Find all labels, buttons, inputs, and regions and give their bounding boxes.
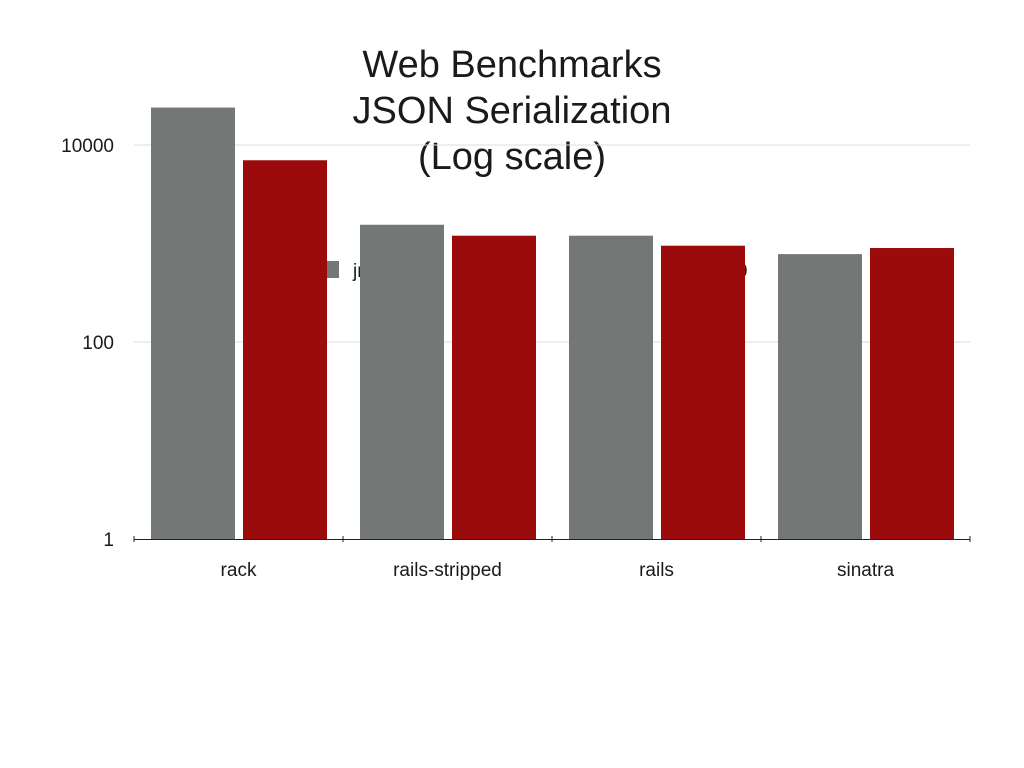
bar-rails-jruby-1-7-8 [569,235,653,539]
chart-title: Web Benchmarks JSON Serialization (Log s… [0,42,1024,180]
y-axis: 1 100 10000 [61,136,114,551]
bar-sinatra-ruby-2-0-0 [870,248,954,539]
y-tick-label: 1 [103,530,114,551]
bar-rack-ruby-2-0-0 [243,160,327,539]
bar-sinatra-jruby-1-7-8 [778,254,862,540]
bar-rails-ruby-2-0-0 [661,245,745,540]
bar-rack-jruby-1-7-8 [151,107,235,539]
x-tick-label: sinatra [837,560,894,581]
y-tick-label: 100 [82,333,114,354]
chart-title-line-1: Web Benchmarks [362,44,662,86]
chart-title-line-2: JSON Serialization [352,90,672,132]
bar-rails-stripped-ruby-2-0-0 [452,235,536,539]
chart-bars [151,107,954,540]
y-tick-label: 10000 [61,136,114,157]
x-tick-label: rails-stripped [393,560,502,581]
chart-title-line-3: (Log scale) [418,136,606,178]
x-axis: rack rails-stripped rails sinatra [133,536,971,581]
bar-rails-stripped-jruby-1-7-8 [360,224,444,540]
x-tick-label: rails [639,560,674,581]
x-tick-label: rack [221,560,257,581]
